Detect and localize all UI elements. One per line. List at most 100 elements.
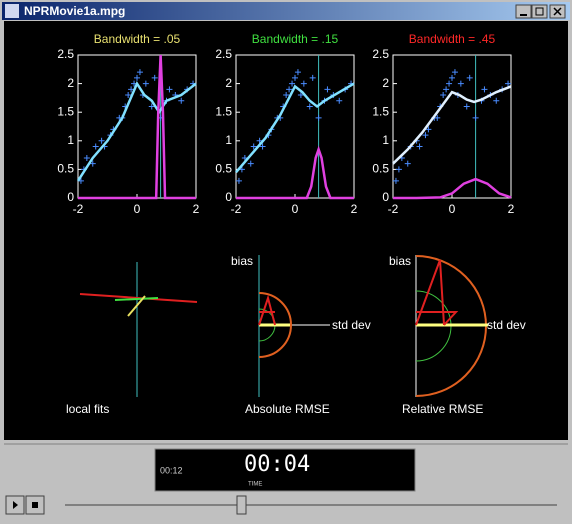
x-tick-label: 0	[134, 202, 141, 216]
data-point	[92, 143, 99, 150]
y-tick-label: 1.5	[372, 104, 389, 118]
data-point	[336, 97, 343, 104]
fit-curve	[235, 82, 355, 174]
y-tick-label: 0	[67, 190, 74, 204]
maximize-button[interactable]	[531, 4, 548, 19]
y-tick-label: 2	[225, 76, 232, 90]
data-point	[457, 80, 464, 87]
time-label: TIME	[248, 482, 262, 488]
x-tick-label: 2	[351, 202, 358, 216]
y-tick-label: 0.5	[57, 162, 74, 176]
y-tick-label: 0.5	[215, 162, 232, 176]
kernel-curve	[393, 177, 512, 200]
data-point	[425, 126, 432, 133]
axis-label: bias	[389, 254, 411, 268]
app-icon	[5, 4, 19, 18]
kernel-curve	[236, 145, 354, 200]
data-point	[125, 92, 132, 99]
x-tick-label: 2	[193, 202, 200, 216]
data-point	[151, 74, 158, 81]
data-point	[404, 160, 411, 167]
data-point	[463, 103, 470, 110]
y-tick-label: 1.5	[57, 104, 74, 118]
data-point	[136, 69, 143, 76]
seek-thumb[interactable]	[236, 495, 247, 515]
axis-label: std dev	[332, 318, 371, 332]
window-title: NPRMovie1a.mpg	[24, 4, 125, 18]
data-point	[466, 74, 473, 81]
data-point	[89, 160, 96, 167]
data-point	[250, 143, 257, 150]
data-point	[422, 132, 429, 139]
data-point	[306, 103, 313, 110]
window-buttons	[515, 4, 566, 19]
x-tick-label: 0	[449, 202, 456, 216]
y-tick-label: 0	[382, 190, 389, 204]
data-point	[292, 74, 298, 81]
stop-icon	[32, 502, 38, 508]
y-tick-label: 1	[225, 133, 232, 147]
data-point	[134, 74, 140, 81]
time-display	[154, 448, 416, 492]
y-tick-label: 2	[67, 76, 74, 90]
chart-title: Bandwidth = .05	[94, 32, 181, 46]
y-tick-label: 0.5	[372, 162, 389, 176]
play-icon	[13, 501, 18, 509]
data-point	[283, 92, 290, 99]
axis-label: std dev	[487, 318, 526, 332]
data-point	[83, 154, 90, 161]
data-point	[166, 86, 173, 93]
axis-label: bias	[231, 254, 253, 268]
y-tick-label: 2	[382, 76, 389, 90]
data-point	[440, 92, 447, 99]
data-point	[300, 80, 307, 87]
data-point	[259, 143, 266, 150]
y-tick-label: 1	[382, 133, 389, 147]
y-tick-label: 0	[225, 190, 232, 204]
data-point	[416, 143, 423, 150]
diagram-label: local fits	[66, 402, 109, 416]
data-point	[449, 74, 455, 81]
relative-rmse-diagram: bias std dev Relative RMSE	[389, 254, 526, 416]
data-point	[247, 160, 254, 167]
x-tick-label: -2	[73, 202, 84, 216]
data-point	[297, 92, 304, 99]
data-point	[148, 103, 155, 110]
data-point	[395, 166, 402, 173]
data-point	[128, 86, 135, 93]
y-tick-label: 2.5	[57, 47, 74, 61]
local-fits-diagram: local fits	[66, 262, 198, 416]
title-bar	[2, 2, 570, 20]
data-point	[451, 69, 458, 76]
data-point	[472, 114, 479, 121]
chart-title: Bandwidth = .45	[409, 32, 496, 46]
absolute-rmse-diagram: bias std dev Absolute RMSE	[231, 254, 371, 416]
data-point	[309, 74, 316, 81]
data-point	[315, 114, 322, 121]
data-point	[434, 114, 441, 121]
data-point	[443, 86, 450, 93]
elapsed-time: 00:12	[160, 465, 183, 475]
data-point	[178, 97, 185, 104]
data-point	[142, 80, 149, 87]
chart-title: Bandwidth = .15	[252, 32, 339, 46]
y-tick-label: 1.5	[215, 104, 232, 118]
data-point	[294, 69, 301, 76]
video-frame	[4, 21, 568, 440]
diagram-label: Absolute RMSE	[245, 402, 330, 416]
x-tick-label: 2	[508, 202, 515, 216]
x-tick-label: -2	[231, 202, 242, 216]
data-point	[286, 86, 293, 93]
data-point	[505, 80, 512, 87]
kernel-curve	[78, 54, 196, 200]
data-point	[289, 80, 296, 87]
data-point	[98, 137, 105, 144]
x-tick-label: 0	[292, 202, 299, 216]
y-tick-label: 2.5	[372, 47, 389, 61]
fit-curve	[392, 85, 512, 165]
data-point	[392, 177, 399, 184]
minimize-button[interactable]	[515, 4, 532, 19]
current-time: 00:04	[244, 452, 310, 477]
